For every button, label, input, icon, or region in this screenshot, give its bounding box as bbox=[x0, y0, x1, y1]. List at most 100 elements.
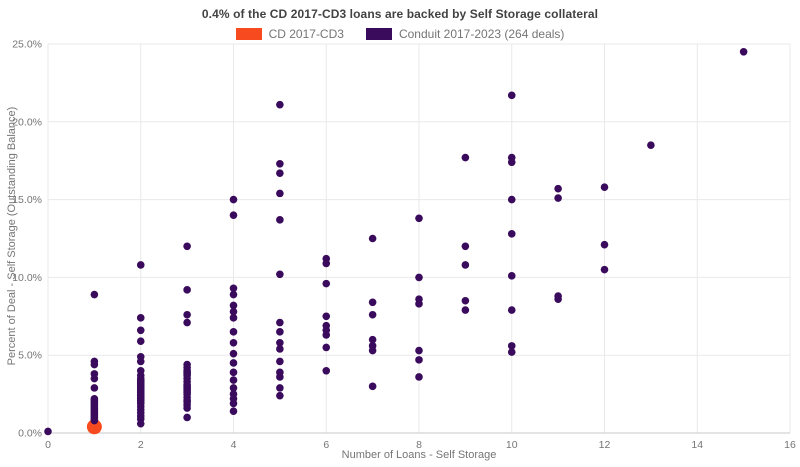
data-point bbox=[322, 312, 331, 321]
data-point bbox=[44, 427, 52, 436]
data-point bbox=[183, 318, 191, 327]
data-point bbox=[90, 360, 99, 369]
data-point bbox=[276, 100, 284, 109]
data-point bbox=[368, 335, 377, 344]
data-point bbox=[229, 284, 238, 293]
data-point bbox=[554, 184, 562, 193]
data-point bbox=[276, 189, 284, 198]
data-point bbox=[507, 348, 516, 356]
data-point bbox=[136, 357, 145, 366]
x-tick-label: 14 bbox=[691, 439, 703, 451]
data-point bbox=[90, 290, 99, 299]
data-point bbox=[276, 373, 284, 381]
data-point bbox=[600, 183, 609, 191]
data-point bbox=[229, 376, 238, 384]
data-point bbox=[322, 259, 331, 268]
x-tick-label: 4 bbox=[231, 439, 237, 451]
data-point bbox=[276, 169, 284, 177]
y-tick-label: 10.0% bbox=[12, 272, 42, 284]
data-point bbox=[368, 310, 377, 319]
data-point bbox=[229, 195, 238, 204]
data-point bbox=[229, 359, 238, 367]
chart-legend: CD 2017-CD3 Conduit 2017-2023 (264 deals) bbox=[0, 26, 800, 42]
data-point bbox=[507, 272, 516, 280]
data-point bbox=[183, 413, 191, 422]
x-tick-label: 0 bbox=[45, 439, 51, 451]
data-point bbox=[415, 356, 423, 364]
data-point bbox=[86, 419, 102, 435]
data-point bbox=[229, 368, 238, 377]
data-point bbox=[276, 384, 284, 392]
data-point bbox=[368, 346, 377, 355]
data-point bbox=[183, 242, 191, 251]
data-point bbox=[647, 141, 655, 149]
legend-label: Conduit 2017-2023 (264 deals) bbox=[398, 27, 565, 41]
data-point bbox=[322, 331, 331, 339]
data-point bbox=[322, 343, 331, 352]
x-axis-label: Number of Loans - Self Storage bbox=[341, 449, 497, 461]
data-point bbox=[90, 384, 99, 392]
x-tick-label: 16 bbox=[784, 439, 796, 451]
data-point bbox=[136, 314, 145, 322]
data-point bbox=[229, 314, 238, 322]
chart-title: 0.4% of the CD 2017-CD3 loans are backed… bbox=[201, 7, 599, 21]
data-point bbox=[136, 337, 145, 345]
x-tick-label: 8 bbox=[416, 439, 422, 451]
data-point bbox=[136, 326, 145, 335]
y-tick-label: 0.0% bbox=[18, 428, 42, 440]
data-point bbox=[322, 366, 331, 375]
y-tick-label: 15.0% bbox=[12, 194, 42, 206]
data-point bbox=[276, 338, 284, 347]
data-point bbox=[600, 265, 609, 274]
data-point bbox=[229, 399, 238, 408]
x-tick-label: 6 bbox=[323, 439, 329, 451]
data-point bbox=[136, 419, 145, 428]
data-point bbox=[415, 214, 423, 223]
data-point bbox=[229, 328, 238, 336]
data-point bbox=[229, 307, 238, 316]
data-point bbox=[276, 318, 284, 327]
data-point bbox=[229, 384, 238, 392]
data-point bbox=[276, 328, 284, 336]
data-point bbox=[183, 404, 191, 412]
data-point bbox=[554, 295, 562, 303]
data-point bbox=[739, 47, 748, 56]
data-point bbox=[229, 290, 238, 299]
data-point bbox=[322, 279, 331, 288]
data-point bbox=[415, 346, 423, 355]
data-point bbox=[276, 270, 284, 279]
data-point bbox=[368, 234, 377, 243]
data-point bbox=[90, 416, 99, 425]
data-point bbox=[229, 301, 238, 310]
data-point bbox=[415, 300, 423, 308]
data-point bbox=[507, 195, 516, 204]
data-point bbox=[461, 153, 470, 162]
legend-label: CD 2017-CD3 bbox=[268, 27, 344, 41]
data-point bbox=[276, 391, 284, 400]
data-point bbox=[276, 357, 284, 366]
data-point bbox=[229, 211, 238, 219]
data-point bbox=[507, 306, 516, 314]
data-point bbox=[276, 216, 284, 224]
data-point bbox=[229, 407, 238, 416]
x-tick-label: 10 bbox=[506, 439, 518, 451]
data-point bbox=[461, 296, 470, 305]
y-axis-label: Percent of Deal - Self Storage (Outstand… bbox=[6, 106, 18, 366]
data-point bbox=[136, 261, 145, 269]
data-point bbox=[507, 91, 516, 100]
data-point bbox=[461, 242, 470, 251]
x-tick-label: 12 bbox=[599, 439, 611, 451]
data-point bbox=[90, 374, 99, 383]
data-point bbox=[461, 261, 470, 269]
data-point bbox=[507, 158, 516, 167]
data-point bbox=[554, 194, 562, 202]
data-point bbox=[183, 310, 191, 319]
data-point bbox=[461, 306, 470, 314]
data-point bbox=[600, 240, 609, 249]
data-point bbox=[183, 286, 191, 294]
y-tick-label: 25.0% bbox=[12, 39, 42, 51]
data-point bbox=[415, 373, 423, 381]
data-point bbox=[507, 342, 516, 350]
series-cd-2017-cd3 bbox=[86, 419, 102, 435]
